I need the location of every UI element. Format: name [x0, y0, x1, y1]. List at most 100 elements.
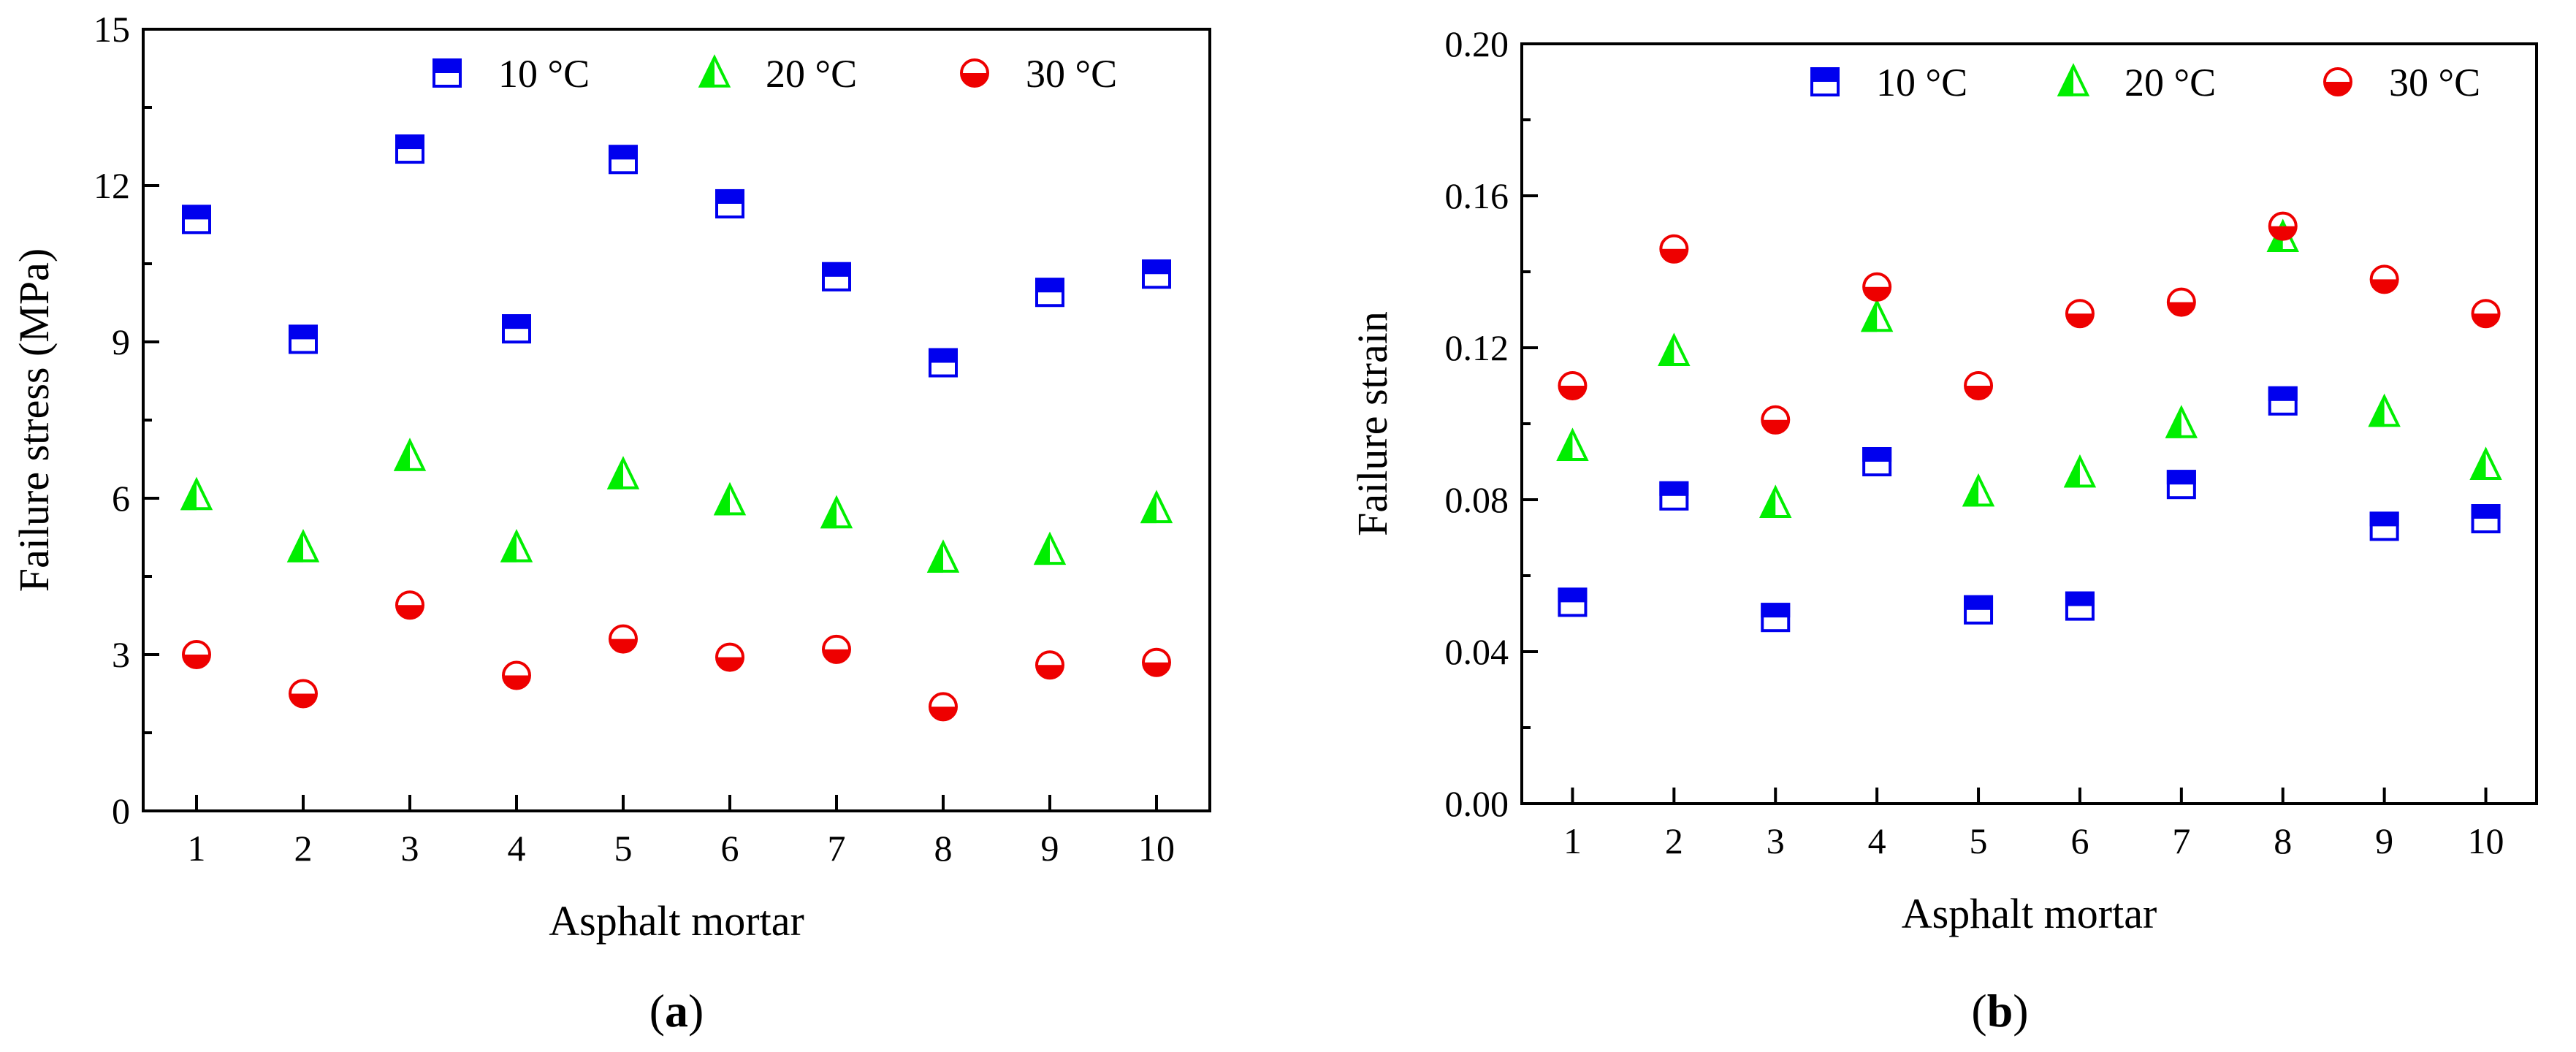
x-tick-label: 2	[1665, 820, 1683, 861]
x-tick-label: 7	[2172, 820, 2190, 861]
data-point-outline	[289, 324, 318, 354]
data-point	[502, 314, 531, 344]
data-point-outline	[609, 145, 638, 175]
legend-marker-outline	[432, 58, 462, 88]
data-point-fill	[1659, 481, 1689, 496]
data-point	[1964, 595, 1994, 625]
data-point-fill	[289, 324, 318, 340]
data-point-outline	[500, 529, 533, 563]
data-point	[2165, 405, 2198, 438]
data-point-outline	[1558, 371, 1588, 400]
y-tick-label: 3	[112, 634, 130, 675]
data-point	[609, 145, 638, 175]
data-point	[1140, 489, 1173, 524]
legend-label: 30 °C	[2389, 61, 2480, 104]
legend-marker-fill	[432, 58, 462, 73]
data-point	[822, 634, 851, 664]
data-point-outline	[929, 692, 958, 722]
legend-label: 30 °C	[1026, 52, 1117, 96]
data-point-outline	[715, 188, 744, 218]
data-point	[1142, 259, 1171, 289]
data-point	[500, 529, 533, 563]
data-point-outline	[1658, 332, 1691, 366]
data-point-outline	[1759, 484, 1792, 518]
data-point	[1862, 272, 1892, 302]
legend-marker-outline	[698, 54, 731, 88]
data-point	[1962, 473, 1995, 507]
data-point-outline	[1659, 481, 1689, 511]
legend-marker-outline	[960, 58, 989, 88]
y-tick-label: 0.04	[1445, 631, 1509, 672]
data-point	[820, 495, 853, 529]
data-point-outline	[2065, 299, 2095, 329]
x-tick-label: 3	[401, 828, 419, 869]
data-point-outline	[2471, 299, 2501, 329]
data-point	[609, 624, 638, 654]
data-point-outline	[1862, 272, 1892, 302]
data-point-outline	[822, 634, 851, 664]
data-point-fill	[2065, 591, 2095, 606]
y-tick-label: 12	[94, 165, 130, 206]
data-point-outline	[286, 529, 320, 563]
data-point	[713, 481, 747, 516]
data-point	[1964, 371, 1994, 400]
data-point	[929, 348, 958, 378]
data-point-outline	[289, 679, 318, 709]
data-point	[1761, 405, 1791, 435]
data-point-outline	[926, 539, 960, 573]
legend-item: 20 °C	[698, 52, 857, 96]
data-point-fill	[2166, 470, 2196, 485]
y-tick-label: 0	[112, 790, 130, 831]
data-point	[926, 539, 960, 573]
data-point-fill	[1142, 259, 1171, 275]
panel-label-letter: a	[665, 985, 688, 1037]
y-tick-label: 0.12	[1445, 327, 1509, 368]
data-point-outline	[606, 456, 640, 489]
data-point	[1558, 587, 1588, 617]
y-tick-label: 0.00	[1445, 783, 1509, 824]
panel-label-open: (	[649, 985, 665, 1037]
x-tick-label: 5	[614, 828, 633, 869]
series-3	[1558, 211, 2501, 435]
x-tick-label: 2	[294, 828, 313, 869]
data-point	[182, 640, 211, 669]
data-point-outline	[1142, 647, 1171, 677]
data-point-outline	[713, 481, 747, 516]
data-point	[289, 679, 318, 709]
x-tick-label: 4	[508, 828, 526, 869]
data-point-fill	[395, 134, 424, 150]
x-axis-title: Asphalt mortar	[549, 897, 804, 945]
y-axis-title: Failure strain	[1349, 311, 1396, 536]
x-tick-label: 9	[1041, 828, 1059, 869]
data-point	[2369, 511, 2399, 541]
data-point-outline	[1035, 650, 1064, 680]
data-point	[289, 324, 318, 354]
data-point-outline	[502, 314, 531, 344]
data-point	[715, 642, 744, 672]
x-tick-label: 3	[1767, 820, 1785, 861]
series-3	[182, 590, 1171, 722]
data-point	[1761, 603, 1791, 633]
data-point	[1659, 234, 1689, 264]
y-tick-label: 0.20	[1445, 23, 1509, 64]
data-point	[286, 529, 320, 563]
legend-marker	[2057, 63, 2090, 96]
y-tick-label: 15	[94, 9, 130, 50]
legend-label: 10 °C	[498, 52, 590, 96]
data-point	[2268, 386, 2298, 416]
panel-label: (b)	[1971, 985, 2028, 1037]
y-tick-label: 9	[112, 321, 130, 362]
data-point-fill	[502, 314, 531, 329]
y-tick-label: 6	[112, 478, 130, 519]
data-point-outline	[2065, 591, 2095, 621]
x-tick-label: 8	[2274, 820, 2292, 861]
data-point	[1862, 447, 1892, 476]
data-point	[2166, 287, 2196, 317]
data-point-outline	[1962, 473, 1995, 507]
x-tick-label: 10	[1138, 828, 1175, 869]
panel-label-close: )	[688, 985, 704, 1037]
data-point-outline	[1761, 603, 1791, 633]
data-point-outline	[1035, 278, 1064, 308]
data-point-outline	[715, 642, 744, 672]
data-point	[1035, 278, 1064, 308]
